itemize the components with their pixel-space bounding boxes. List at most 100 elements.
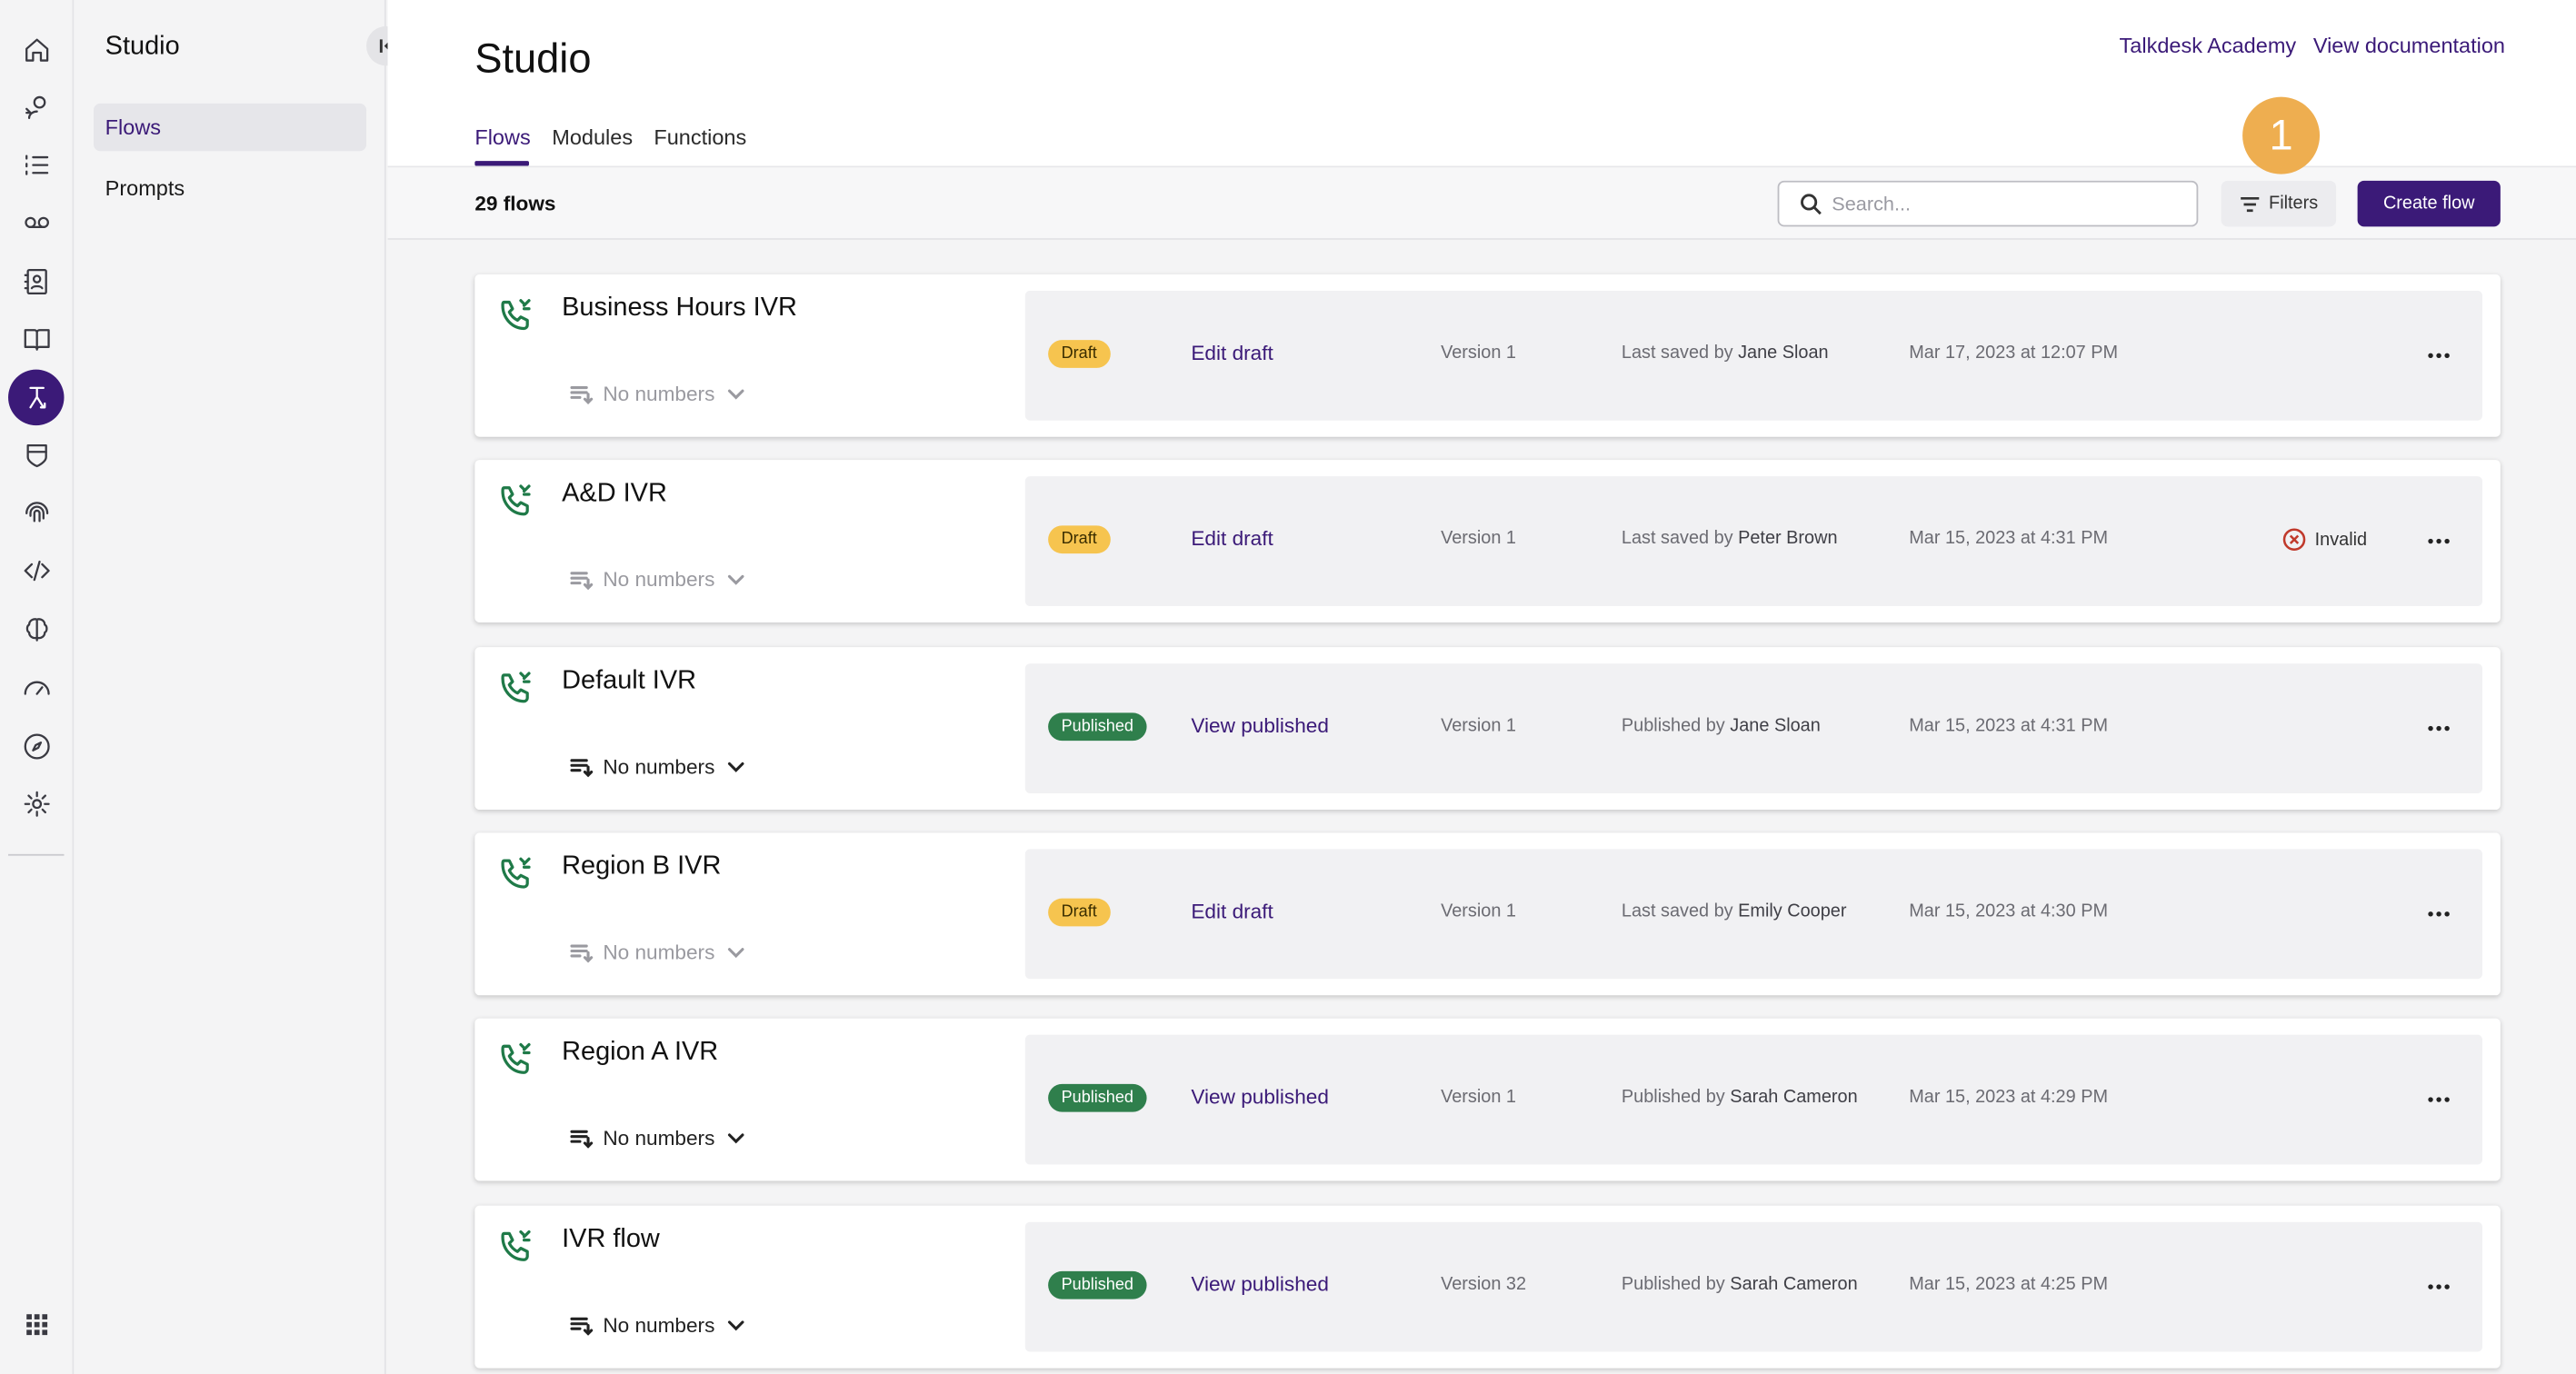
flow-action-link[interactable]: View published [1191, 714, 1329, 738]
tab-modules[interactable]: Modules [552, 124, 634, 150]
phone-flow-icon [496, 854, 535, 893]
list-icon[interactable] [8, 136, 64, 192]
filters-label: Filters [2269, 194, 2319, 214]
flow-name[interactable]: A&D IVR [562, 479, 667, 508]
version-label: Version 1 [1441, 716, 1517, 736]
flow-name[interactable]: IVR flow [562, 1225, 660, 1254]
flow-version-panel: Published View published Version 1 Publi… [1024, 1034, 2482, 1165]
fingerprint-icon[interactable] [8, 484, 64, 540]
flow-card[interactable]: IVR flow No numbers Published View publi… [474, 1205, 2501, 1369]
search-icon [1801, 194, 1822, 215]
more-options-button[interactable] [2423, 897, 2453, 930]
book-icon[interactable] [8, 311, 64, 366]
flow-card[interactable]: A&D IVR No numbers Draft Edit draft Vers… [474, 460, 2501, 623]
gauge-icon[interactable] [8, 659, 64, 714]
numbers-label: No numbers [603, 1313, 715, 1338]
invalid-label: Invalid [2314, 529, 2368, 550]
saved-by-label: Last saved by Emily Cooper [1622, 901, 1847, 921]
page-title: Studio [474, 35, 592, 83]
numbers-label: No numbers [603, 568, 715, 592]
saved-by-label: Published by Sarah Cameron [1622, 1087, 1858, 1107]
saved-prefix: Published by [1621, 716, 1725, 736]
shield-icon[interactable] [8, 427, 64, 483]
sidebar-item-flows[interactable]: Flows [94, 103, 367, 152]
studio-icon[interactable] [8, 369, 65, 426]
saved-by-user: Sarah Cameron [1730, 1087, 1858, 1108]
filters-button[interactable]: Filters [2221, 180, 2337, 227]
saved-by-label: Published by Sarah Cameron [1622, 1275, 1858, 1295]
flow-card[interactable]: Default IVR No numbers Published View pu… [474, 647, 2501, 811]
tab-flows[interactable]: Flows [474, 124, 531, 150]
more-options-button[interactable] [2423, 1269, 2453, 1302]
numbers-list-icon [570, 386, 594, 404]
more-options-button[interactable] [2423, 524, 2453, 557]
numbers-dropdown[interactable]: No numbers [570, 383, 747, 405]
home-icon[interactable] [8, 21, 64, 76]
status-badge: Draft [1048, 525, 1111, 554]
sidebar-item-prompts[interactable]: Prompts [105, 175, 185, 201]
code-icon[interactable] [8, 542, 64, 597]
more-options-button[interactable] [2423, 338, 2453, 371]
numbers-dropdown[interactable]: No numbers [570, 941, 747, 964]
saved-date: Mar 15, 2023 at 4:29 PM [1909, 1087, 2109, 1108]
view-documentation-link[interactable]: View documentation [2312, 33, 2506, 58]
step-marker-badge: 1 [2242, 96, 2321, 174]
flow-card[interactable]: Business Hours IVR No numbers Draft Edit… [474, 274, 2501, 437]
version-label: Version 1 [1441, 528, 1517, 549]
more-options-button[interactable] [2423, 1082, 2453, 1115]
create-flow-button[interactable]: Create flow [2357, 180, 2501, 227]
saved-prefix: Published by [1621, 1087, 1725, 1108]
phone-flow-icon [496, 1227, 535, 1266]
version-label: Version 1 [1441, 343, 1517, 363]
numbers-dropdown[interactable]: No numbers [570, 1314, 747, 1337]
flow-action-link[interactable]: Edit draft [1191, 341, 1273, 365]
talkdesk-academy-link[interactable]: Talkdesk Academy [2119, 33, 2297, 58]
apps-grid-icon[interactable] [8, 1296, 64, 1351]
saved-prefix: Published by [1621, 1274, 1725, 1295]
contacts-icon[interactable] [8, 253, 64, 308]
flow-name[interactable]: Default IVR [562, 666, 696, 695]
flow-name[interactable]: Region B IVR [562, 852, 722, 881]
flows-count: 29 flows [474, 192, 556, 215]
numbers-list-icon [570, 759, 594, 778]
chevron-down-icon [728, 948, 744, 959]
voicemail-icon[interactable] [8, 194, 64, 249]
agent-icon[interactable] [8, 79, 64, 134]
compass-icon[interactable] [8, 718, 64, 773]
flow-name[interactable]: Region A IVR [562, 1038, 719, 1067]
flow-card[interactable]: Region B IVR No numbers Draft Edit draft… [474, 832, 2501, 996]
numbers-dropdown[interactable]: No numbers [570, 568, 747, 592]
flow-version-panel: Draft Edit draft Version 1 Last saved by… [1024, 290, 2482, 421]
flow-action-link[interactable]: Edit draft [1191, 900, 1273, 923]
tab-functions[interactable]: Functions [654, 124, 747, 150]
numbers-dropdown[interactable]: No numbers [570, 755, 747, 779]
error-circle-icon [2282, 528, 2306, 552]
invalid-indicator: Invalid [2281, 527, 2367, 552]
chevron-down-icon [728, 389, 744, 400]
status-badge: Published [1048, 712, 1147, 742]
numbers-dropdown[interactable]: No numbers [570, 1127, 747, 1150]
flow-name[interactable]: Business Hours IVR [562, 294, 797, 323]
gear-icon[interactable] [8, 775, 64, 831]
saved-by-label: Last saved by Peter Brown [1622, 529, 1838, 549]
flow-action-link[interactable]: View published [1191, 1085, 1329, 1109]
flow-version-panel: Published View published Version 32 Publ… [1024, 1221, 2482, 1352]
flow-action-link[interactable]: View published [1191, 1272, 1329, 1297]
saved-date: Mar 15, 2023 at 4:30 PM [1909, 901, 2109, 921]
chevron-down-icon [728, 574, 744, 585]
search-input[interactable] [1832, 188, 2177, 219]
header-divider [387, 165, 2576, 168]
phone-flow-icon [496, 669, 535, 708]
page-header: Studio Talkdesk Academy View documentati… [387, 0, 2576, 168]
flow-action-link[interactable]: Edit draft [1191, 527, 1273, 551]
numbers-label: No numbers [603, 941, 715, 964]
brain-icon[interactable] [8, 602, 64, 657]
chevron-down-icon [728, 762, 744, 772]
flow-card[interactable]: Region A IVR No numbers Published View p… [474, 1018, 2501, 1181]
sidebar-title: Studio [105, 33, 180, 61]
more-options-button[interactable] [2423, 712, 2453, 744]
numbers-label: No numbers [603, 1126, 715, 1150]
search-field[interactable] [1777, 180, 2199, 227]
chevron-down-icon [728, 1133, 744, 1144]
saved-by-user: Jane Sloan [1730, 716, 1821, 736]
